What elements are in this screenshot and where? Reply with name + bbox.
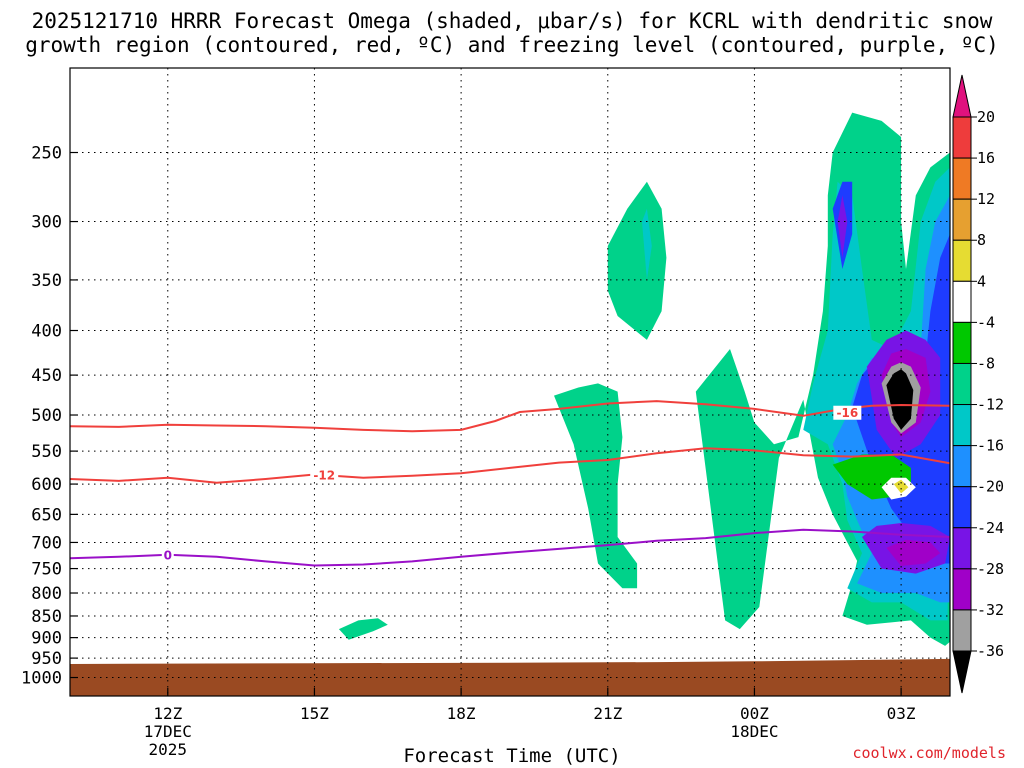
colorbar-label-5: -4	[977, 313, 995, 331]
y-tick-label-600: 600	[31, 475, 62, 495]
omega-region-20	[778, 607, 809, 648]
y-tick-label-450: 450	[31, 366, 62, 386]
omega-shading	[338, 112, 950, 648]
omega-region-18	[338, 618, 388, 640]
colorbar-label-12: -32	[977, 601, 1004, 619]
colorbar-label-10: -24	[977, 519, 1004, 537]
colorbar-bin-13	[952, 609, 972, 652]
colorbar-label-8: -16	[977, 437, 1004, 455]
colorbar-label-9: -20	[977, 478, 1004, 496]
y-tick-label-500: 500	[31, 406, 62, 426]
omega-region-15	[607, 181, 667, 340]
y-tick-label-700: 700	[31, 533, 62, 553]
omega-region-14	[893, 479, 909, 494]
colorbar-bin-11	[952, 527, 972, 570]
colorbar-bin-7	[952, 362, 972, 406]
y-tick-label-250: 250	[31, 144, 62, 164]
chart-title-line-2: growth region (contoured, red, ºC) and f…	[25, 33, 999, 57]
colorbar-bin-8	[952, 404, 972, 447]
colorbar-bin-6	[952, 321, 972, 364]
chart-title-line-1: 2025121710 HRRR Forecast Omega (shaded, …	[31, 9, 993, 33]
x-tick-label-21Z: 21Z	[593, 704, 622, 723]
x-tick-label-12Z: 12Z	[153, 704, 182, 723]
contour-label-bg--12	[310, 468, 339, 483]
contour-label-bg-0	[161, 548, 174, 563]
x-tick-date-12Z: 17DEC	[144, 722, 192, 741]
colorbar-bin-10	[952, 486, 972, 529]
colorbar-label-11: -28	[977, 560, 1004, 578]
colorbar-label-4: 4	[977, 272, 986, 290]
x-tick-label-18Z: 18Z	[447, 704, 476, 723]
ground-fill	[70, 658, 950, 696]
colorbar-bin-12	[952, 568, 972, 611]
y-tick-label-750: 750	[31, 560, 62, 580]
contour-label--12: -12	[313, 469, 335, 483]
ground-surface	[70, 658, 950, 696]
y-tick-label-650: 650	[31, 505, 62, 525]
colorbar-label-0: 20	[977, 108, 995, 126]
colorbar-top-arrow	[952, 74, 972, 118]
colorbar-bin-9	[952, 445, 972, 488]
omega-region-9	[886, 539, 941, 566]
grid-lines	[70, 68, 950, 696]
colorbar-bin-5	[952, 280, 972, 323]
y-tick-label-900: 900	[31, 629, 62, 649]
y-tick-label-950: 950	[31, 649, 62, 669]
contour-label--16: -16	[836, 406, 858, 420]
y-tick-label-850: 850	[31, 607, 62, 627]
x-tick-label-00Z: 00Z	[740, 704, 769, 723]
credit-link[interactable]: coolwx.com/models	[852, 744, 1006, 762]
colorbar-bottom-arrow	[952, 650, 972, 694]
colorbar: 20 16 12 8 4 -4 -8 -12 -16 -20 -24 -28 -32 -36	[952, 74, 1004, 694]
colorbar-bin-4	[952, 239, 972, 282]
colorbar-bin-1	[952, 116, 972, 159]
x-tick-date-00Z: 18DEC	[730, 722, 778, 741]
plot-frame	[69, 67, 951, 697]
omega-region-16	[642, 208, 652, 280]
omega-region-17	[554, 383, 638, 589]
y-tick-label-550: 550	[31, 442, 62, 462]
y-axis: 2503003504004505005506006507007508008509…	[21, 144, 78, 689]
x-tick-label-15Z: 15Z	[300, 704, 329, 723]
x-axis-label: Forecast Time (UTC)	[403, 745, 621, 767]
colorbar-label-7: -12	[977, 396, 1004, 414]
contour--16	[70, 400, 950, 433]
colorbar-label-3: 8	[977, 231, 986, 249]
colorbar-bin-3	[952, 198, 972, 241]
colorbar-label-6: -8	[977, 354, 995, 372]
contour-label-bg--16	[833, 405, 862, 420]
colorbar-label-13: -36	[977, 642, 1004, 660]
x-tick-year-12Z: 2025	[149, 740, 188, 759]
colorbar-label-1: 16	[977, 149, 995, 167]
contour-0	[70, 528, 950, 567]
y-tick-label-800: 800	[31, 584, 62, 604]
x-tick-label-03Z: 03Z	[887, 704, 916, 723]
colorbar-bin-2	[952, 157, 972, 200]
y-tick-label-1000: 1000	[21, 669, 62, 689]
contour-label-0: 0	[164, 549, 172, 563]
colorbar-label-2: 12	[977, 190, 995, 208]
y-tick-label-350: 350	[31, 271, 62, 291]
omega-region-19	[451, 234, 476, 367]
y-tick-label-400: 400	[31, 322, 62, 342]
omega-region-6	[837, 195, 848, 258]
contour--12	[70, 447, 950, 484]
temperature-contours: -16 -12 0	[70, 400, 950, 567]
y-tick-label-300: 300	[31, 213, 62, 233]
